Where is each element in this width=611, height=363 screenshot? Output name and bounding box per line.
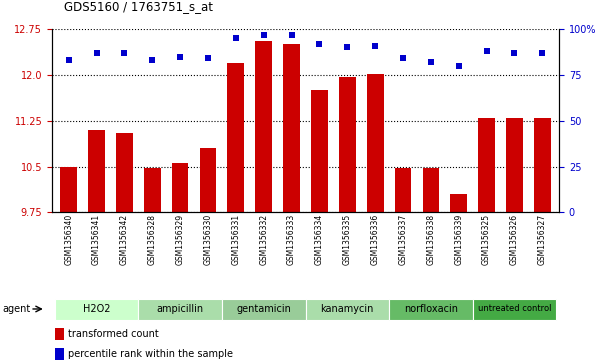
Point <box>147 57 157 63</box>
Text: GSM1356332: GSM1356332 <box>259 214 268 265</box>
Point <box>287 32 296 37</box>
Text: GSM1356331: GSM1356331 <box>232 214 240 265</box>
Text: H2O2: H2O2 <box>82 304 110 314</box>
Bar <box>172 163 188 212</box>
Bar <box>506 118 523 212</box>
Text: norfloxacin: norfloxacin <box>404 304 458 314</box>
Bar <box>88 130 105 212</box>
Point <box>538 50 547 56</box>
Bar <box>284 44 300 212</box>
Bar <box>144 168 161 212</box>
FancyBboxPatch shape <box>306 299 389 320</box>
Point <box>64 57 73 63</box>
Point <box>92 50 101 56</box>
Point <box>398 56 408 61</box>
Text: GDS5160 / 1763751_s_at: GDS5160 / 1763751_s_at <box>64 0 213 13</box>
FancyBboxPatch shape <box>473 299 556 320</box>
Bar <box>478 118 495 212</box>
Text: gentamicin: gentamicin <box>236 304 291 314</box>
Bar <box>395 168 411 212</box>
Bar <box>367 74 384 212</box>
Point <box>370 42 380 48</box>
Text: GSM1356327: GSM1356327 <box>538 214 547 265</box>
Text: GSM1356341: GSM1356341 <box>92 214 101 265</box>
Point <box>315 41 324 46</box>
Text: GSM1356334: GSM1356334 <box>315 214 324 265</box>
Point <box>342 45 352 50</box>
Bar <box>116 133 133 212</box>
Text: GSM1356340: GSM1356340 <box>64 214 73 265</box>
Text: GSM1356325: GSM1356325 <box>482 214 491 265</box>
FancyBboxPatch shape <box>222 299 306 320</box>
Bar <box>60 167 77 212</box>
Point <box>203 56 213 61</box>
FancyBboxPatch shape <box>389 299 473 320</box>
Bar <box>227 63 244 212</box>
Text: GSM1356338: GSM1356338 <box>426 214 436 265</box>
Text: percentile rank within the sample: percentile rank within the sample <box>68 349 233 359</box>
Text: GSM1356339: GSM1356339 <box>454 214 463 265</box>
Text: GSM1356328: GSM1356328 <box>148 214 157 265</box>
Bar <box>534 118 551 212</box>
Bar <box>311 90 327 212</box>
Text: GSM1356333: GSM1356333 <box>287 214 296 265</box>
Text: transformed count: transformed count <box>68 329 159 339</box>
Bar <box>56 328 64 340</box>
Text: GSM1356335: GSM1356335 <box>343 214 352 265</box>
Bar <box>200 148 216 212</box>
FancyBboxPatch shape <box>138 299 222 320</box>
Point <box>175 54 185 60</box>
Point <box>259 32 269 37</box>
Text: GSM1356342: GSM1356342 <box>120 214 129 265</box>
Text: GSM1356329: GSM1356329 <box>175 214 185 265</box>
Point <box>120 50 130 56</box>
Point <box>510 50 519 56</box>
Text: GSM1356330: GSM1356330 <box>203 214 213 265</box>
Bar <box>255 41 272 212</box>
Bar <box>56 348 64 360</box>
Point <box>426 59 436 65</box>
Point <box>231 35 241 41</box>
Text: GSM1356326: GSM1356326 <box>510 214 519 265</box>
Text: kanamycin: kanamycin <box>321 304 374 314</box>
Text: GSM1356336: GSM1356336 <box>371 214 379 265</box>
Point <box>454 63 464 69</box>
Text: ampicillin: ampicillin <box>156 304 203 314</box>
FancyBboxPatch shape <box>55 299 138 320</box>
Text: GSM1356337: GSM1356337 <box>398 214 408 265</box>
Bar <box>423 168 439 212</box>
Bar <box>339 77 356 212</box>
Text: untreated control: untreated control <box>478 305 551 314</box>
Bar <box>450 194 467 212</box>
Point <box>481 48 491 54</box>
Text: agent: agent <box>2 304 31 314</box>
